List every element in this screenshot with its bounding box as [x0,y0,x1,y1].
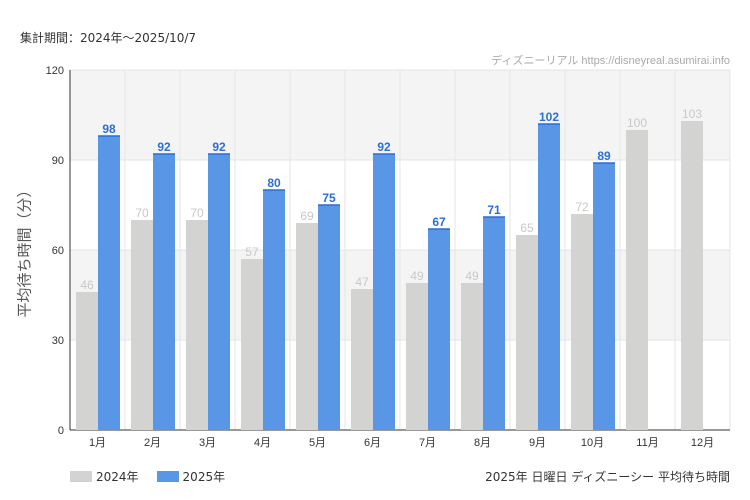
bar-2024 [296,223,318,430]
bar-2024 [241,259,263,430]
legend: 2024年 2025年 [70,468,225,485]
legend-label: 2025年 [182,470,226,484]
data-label: 49 [410,269,424,283]
legend-label: 2024年 [96,470,139,484]
y-tick-label: 0 [58,425,64,437]
data-label: 47 [355,275,369,289]
data-label: 100 [627,116,647,130]
bar-2024 [626,130,648,430]
x-tick-label: 9月 [529,437,546,449]
bar-2025 [208,154,230,430]
data-label: 98 [102,122,116,136]
x-tick-label: 1月 [89,437,106,449]
y-tick-label: 90 [52,155,64,167]
data-label: 72 [575,200,589,214]
legend-swatch [156,471,179,482]
bar-2025 [153,154,175,430]
x-tick-label: 7月 [419,437,436,449]
chart-subtitle: 2025年 日曜日 ディズニーシー 平均待ち時間 [485,470,730,484]
x-tick-label: 3月 [199,437,216,449]
data-label: 92 [157,140,171,154]
bar-2024 [461,283,483,430]
legend-item-2025[interactable]: 2025年 [156,468,226,485]
bar-2025 [318,205,340,430]
data-label: 65 [520,221,534,235]
x-tick-label: 6月 [364,437,381,449]
bar-2024 [186,220,208,430]
watermark: ディズニーリアル https://disneyreal.asumirai.inf… [491,55,730,67]
bar-2025 [373,154,395,430]
bar-2025 [593,163,615,430]
data-label: 103 [682,107,702,121]
x-tick-label: 2月 [144,437,161,449]
data-label: 102 [539,110,559,124]
x-tick-label: 10月 [581,437,604,449]
legend-swatch [70,471,92,482]
data-label: 92 [212,140,226,154]
data-label: 57 [245,245,259,259]
x-tick-label: 12月 [691,437,714,449]
bar-2025 [538,124,560,430]
data-label: 80 [267,176,281,190]
data-label: 69 [300,209,314,223]
data-label: 49 [465,269,479,283]
x-tick-label: 4月 [254,437,271,449]
data-label: 75 [322,191,336,205]
y-tick-label: 60 [52,245,64,257]
bar-2025 [428,229,450,430]
data-label: 46 [80,278,94,292]
legend-item-2024[interactable]: 2024年 [70,468,139,485]
bar-2025 [98,136,120,430]
bar-2025 [483,217,505,430]
x-tick-label: 5月 [309,437,326,449]
data-label: 70 [190,206,204,220]
x-tick-label: 8月 [474,437,491,449]
bar-2024 [681,121,703,430]
data-label: 67 [432,215,446,229]
y-tick-label: 30 [52,335,64,347]
bar-2024 [406,283,428,430]
data-label: 71 [487,203,501,217]
bar-2024 [351,289,373,430]
bar-2024 [571,214,593,430]
bar-2024 [76,292,98,430]
y-tick-label: 120 [46,65,64,77]
x-tick-label: 11月 [636,437,658,449]
data-label: 70 [135,206,149,220]
bar-2025 [263,190,285,430]
bar-2024 [131,220,153,430]
data-label: 89 [597,149,611,163]
period-label: 集計期間：2024年～2025/10/7 [20,31,197,45]
bar-2024 [516,235,538,430]
data-label: 92 [377,140,391,154]
